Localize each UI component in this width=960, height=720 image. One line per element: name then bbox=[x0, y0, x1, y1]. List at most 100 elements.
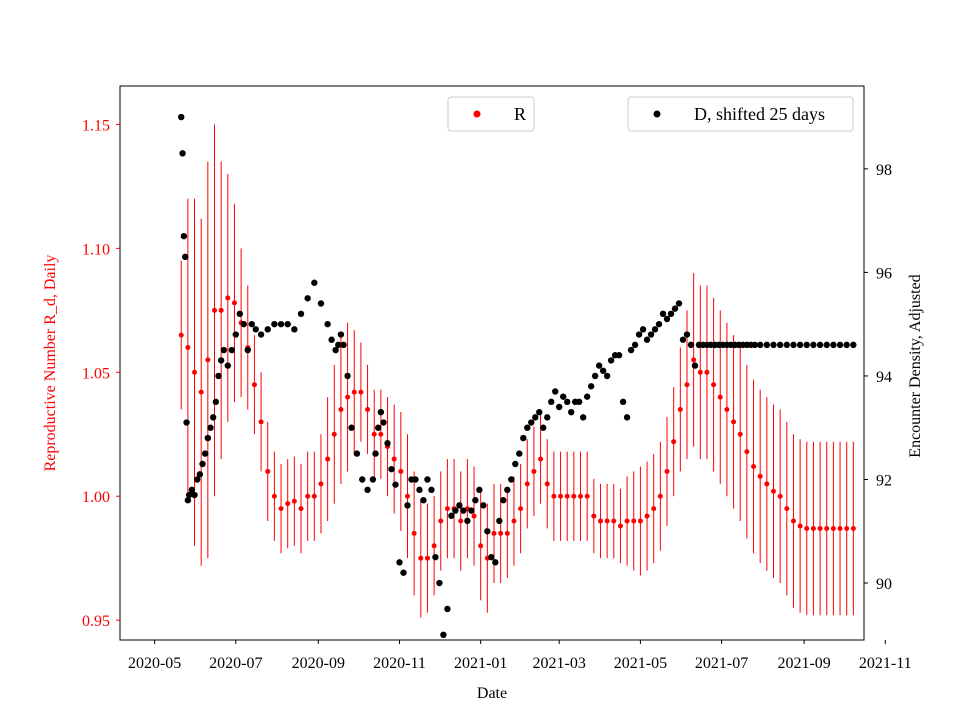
r-point bbox=[251, 382, 257, 388]
r-point bbox=[185, 345, 191, 351]
r-point bbox=[691, 357, 697, 363]
d-point bbox=[687, 341, 695, 349]
r-point bbox=[578, 493, 584, 499]
r-point bbox=[198, 389, 204, 395]
d-point bbox=[201, 450, 209, 457]
d-point bbox=[575, 398, 583, 406]
d-point bbox=[291, 326, 298, 333]
legend-r-label: R bbox=[514, 104, 526, 124]
legend-d-marker bbox=[653, 110, 661, 118]
d-point bbox=[464, 517, 471, 525]
r-point bbox=[571, 493, 577, 499]
y-left-tick-label: 1.10 bbox=[82, 241, 110, 258]
d-point bbox=[504, 486, 511, 494]
d-point bbox=[191, 491, 198, 499]
r-point bbox=[751, 463, 757, 469]
x-axis-label: Date bbox=[477, 685, 507, 702]
r-point bbox=[278, 506, 284, 512]
r-point bbox=[291, 498, 297, 504]
r-point bbox=[365, 406, 371, 412]
d-point bbox=[340, 341, 347, 349]
d-point bbox=[823, 341, 830, 349]
d-point bbox=[655, 320, 663, 328]
r-point bbox=[391, 456, 397, 462]
legend-r-box bbox=[447, 96, 535, 132]
d-point bbox=[667, 310, 675, 318]
r-point bbox=[218, 307, 224, 313]
d-point bbox=[328, 336, 335, 343]
d-point bbox=[508, 476, 515, 483]
d-point bbox=[599, 367, 607, 374]
d-point bbox=[436, 579, 443, 587]
r-point bbox=[404, 493, 410, 499]
d-point bbox=[424, 476, 431, 483]
d-point bbox=[843, 341, 850, 349]
r-point bbox=[584, 493, 590, 499]
d-point bbox=[532, 414, 539, 421]
d-point bbox=[836, 341, 844, 349]
d-point bbox=[480, 502, 487, 509]
d-point bbox=[567, 408, 575, 416]
d-point bbox=[619, 398, 627, 406]
d-point bbox=[520, 434, 527, 442]
d-point bbox=[228, 346, 235, 354]
r-point bbox=[431, 543, 437, 549]
d-point bbox=[244, 346, 251, 354]
x-tick-label: 2021-09 bbox=[777, 655, 830, 672]
r-point bbox=[717, 394, 723, 400]
r-point bbox=[591, 513, 597, 519]
d-point bbox=[444, 605, 451, 613]
r-point bbox=[724, 406, 730, 412]
d-point bbox=[639, 326, 647, 333]
x-tick-label: 2021-07 bbox=[695, 655, 748, 672]
d-point bbox=[776, 341, 784, 349]
d-point bbox=[679, 336, 687, 343]
d-point bbox=[271, 320, 278, 328]
r-point bbox=[671, 439, 677, 445]
r-point bbox=[558, 493, 564, 499]
d-point bbox=[763, 341, 771, 349]
r-point bbox=[231, 300, 237, 306]
d-point bbox=[816, 341, 824, 349]
d-point bbox=[180, 232, 188, 240]
d-point bbox=[615, 352, 623, 359]
r-point bbox=[478, 543, 484, 549]
d-point bbox=[369, 476, 377, 483]
d-point bbox=[528, 419, 535, 426]
d-point bbox=[560, 393, 567, 400]
d-point bbox=[364, 486, 371, 494]
r-point bbox=[424, 555, 430, 561]
r-point bbox=[211, 307, 217, 313]
y-right-tick-label: 96 bbox=[876, 265, 892, 282]
x-tick-label: 2021-01 bbox=[454, 655, 507, 672]
legend-d-label: D, shifted 25 days bbox=[694, 104, 825, 124]
d-point bbox=[468, 507, 475, 514]
r-point bbox=[764, 481, 770, 487]
r-point bbox=[178, 332, 184, 338]
d-point bbox=[484, 528, 491, 535]
d-point bbox=[348, 424, 355, 431]
d-point bbox=[500, 497, 507, 504]
d-point bbox=[751, 341, 759, 349]
d-point bbox=[663, 315, 671, 323]
d-point bbox=[252, 326, 259, 333]
y-left-tick-label: 1.00 bbox=[82, 489, 110, 506]
d-point bbox=[204, 434, 212, 442]
d-point bbox=[583, 393, 591, 400]
d-point bbox=[257, 331, 265, 338]
d-point bbox=[217, 357, 225, 364]
d-point bbox=[311, 279, 318, 286]
r-point bbox=[498, 530, 504, 536]
d-point bbox=[472, 497, 479, 504]
d-point bbox=[186, 491, 193, 499]
d-point bbox=[215, 372, 222, 380]
y-left-tick-label: 0.95 bbox=[82, 613, 110, 630]
r-point bbox=[192, 369, 198, 375]
r-point bbox=[784, 506, 790, 512]
y-right-tick-label: 94 bbox=[876, 369, 892, 386]
d-point bbox=[627, 346, 635, 354]
d-point bbox=[297, 310, 305, 318]
r-point bbox=[444, 506, 450, 512]
d-series bbox=[178, 113, 857, 639]
